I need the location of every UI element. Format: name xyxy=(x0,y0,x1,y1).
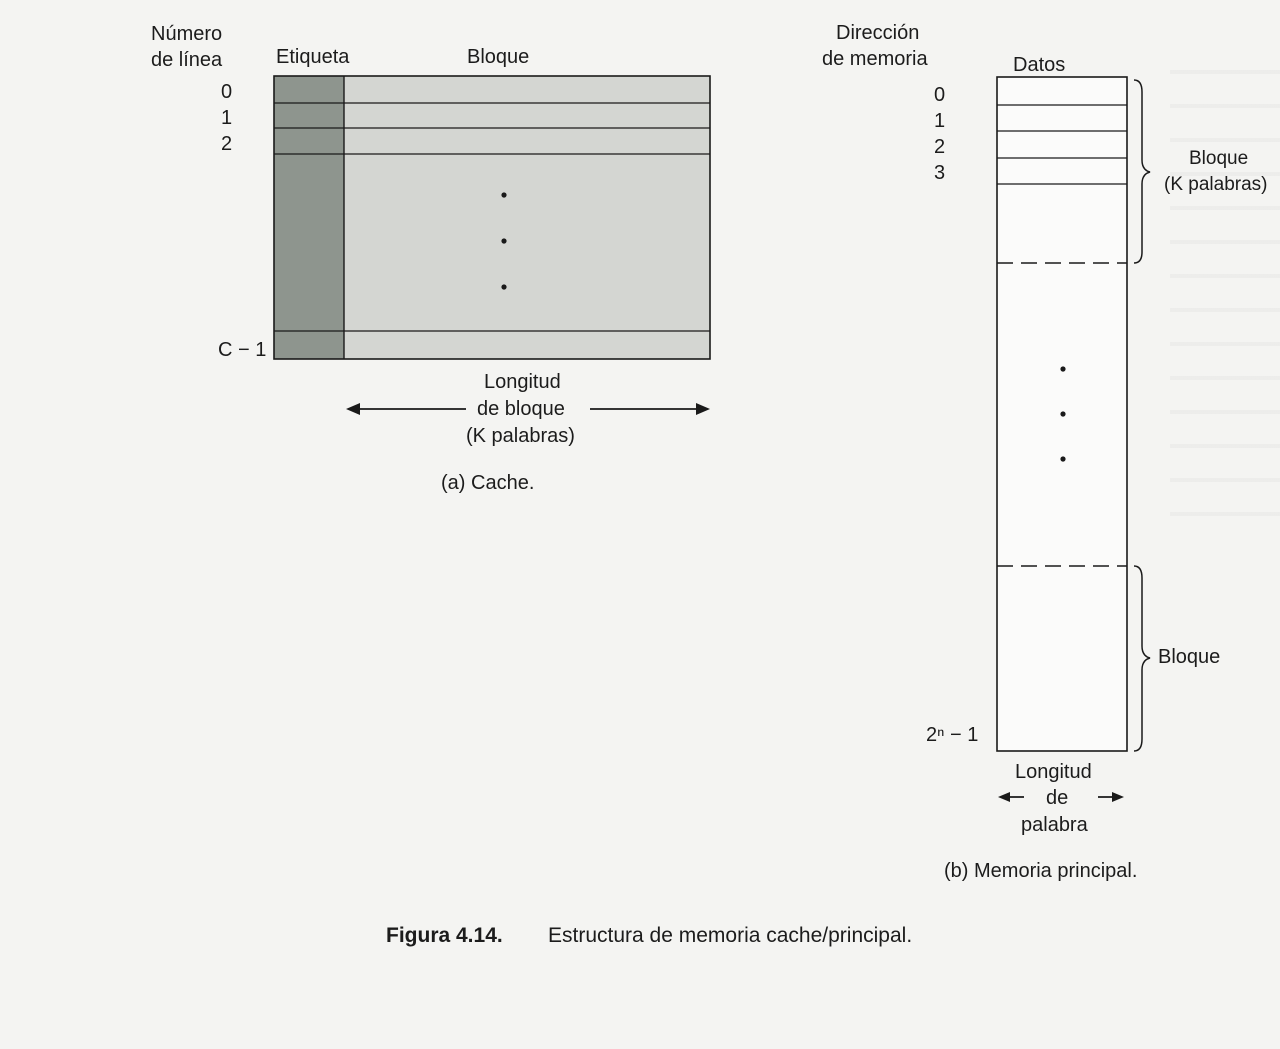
word-length-label-1: Longitud xyxy=(1015,761,1092,783)
address-header-1: Dirección xyxy=(836,22,920,44)
address-label-last: 2ⁿ − 1 xyxy=(926,724,979,746)
line-label-1: 1 xyxy=(221,107,233,129)
figure-caption: Estructura de memoria cache/principal. xyxy=(548,924,913,947)
address-label-2: 2 xyxy=(934,136,946,158)
arrowhead-left xyxy=(346,403,360,415)
line-label-2: 2 xyxy=(221,133,233,155)
address-label-0: 0 xyxy=(934,84,946,106)
block-header: Bloque xyxy=(467,46,530,68)
address-label-3: 3 xyxy=(934,162,946,184)
block-length-label-3: (K palabras) xyxy=(466,425,575,447)
memory-ellipsis-dot xyxy=(1060,366,1066,372)
block-length-label-1: Longitud xyxy=(484,371,561,393)
block-label-top-1: Bloque xyxy=(1189,148,1249,169)
line-label-last: C − 1 xyxy=(218,339,267,361)
cache-block-area xyxy=(344,76,710,359)
memory-sub-caption: (b) Memoria principal. xyxy=(944,860,1138,882)
block-length-label-2: de bloque xyxy=(477,398,565,420)
block-label-bottom: Bloque xyxy=(1158,646,1221,668)
cache-ellipsis-dot xyxy=(501,238,507,244)
background-bleed-through xyxy=(1170,40,1280,520)
address-label-1: 1 xyxy=(934,110,946,132)
cache-ellipsis-dot xyxy=(501,284,507,290)
line-number-header-1: Número xyxy=(151,23,223,45)
block-brace-top xyxy=(1133,79,1151,264)
memory-ellipsis-dot xyxy=(1060,411,1066,417)
main-memory-outline xyxy=(996,76,1128,752)
memory-ellipsis-dot xyxy=(1060,456,1066,462)
cache-ellipsis-dot xyxy=(501,192,507,198)
word-length-label-3: palabra xyxy=(1021,814,1088,836)
arrowhead-right xyxy=(1112,792,1124,802)
data-header: Datos xyxy=(1013,54,1066,76)
arrowhead-right xyxy=(696,403,710,415)
tag-header: Etiqueta xyxy=(276,46,350,68)
arrowhead-left xyxy=(998,792,1010,802)
word-length-label-2: de xyxy=(1046,787,1069,809)
block-label-top-2: (K palabras) xyxy=(1164,174,1268,195)
line-number-header-2: de línea xyxy=(151,49,223,71)
address-header-2: de memoria xyxy=(822,48,928,70)
block-brace-bottom xyxy=(1133,565,1151,752)
figure-number: Figura 4.14. xyxy=(386,924,503,947)
cache-sub-caption: (a) Cache. xyxy=(441,472,535,494)
line-label-0: 0 xyxy=(221,81,233,103)
cache-outline xyxy=(273,75,711,360)
cache-tag-column xyxy=(274,76,344,359)
